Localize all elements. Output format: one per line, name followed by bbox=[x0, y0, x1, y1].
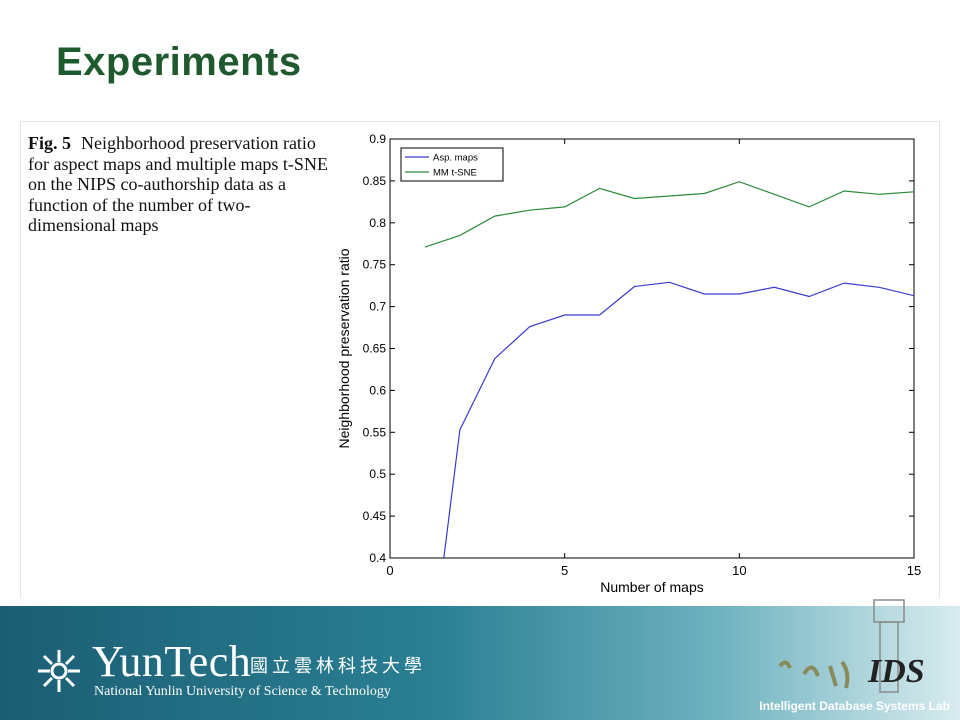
caption-text: Neighborhood preservation ratio for aspe… bbox=[28, 133, 328, 235]
legend-box bbox=[400, 147, 504, 182]
brand-chinese-name: 國立雲林科技大學 bbox=[250, 656, 426, 677]
legend-label: Asp. maps bbox=[433, 153, 478, 164]
y-tick-label: 0.85 bbox=[363, 174, 387, 188]
footer-banner bbox=[0, 606, 960, 720]
y-tick-label: 0.45 bbox=[363, 509, 387, 523]
x-axis-label: Number of maps bbox=[600, 579, 703, 595]
x-tick-label: 15 bbox=[907, 563, 921, 578]
brand-english-name: National Yunlin University of Science & … bbox=[94, 684, 391, 699]
legend-label: MM t-SNE bbox=[433, 168, 477, 179]
chart-series bbox=[424, 181, 914, 558]
x-tick-label: 10 bbox=[732, 563, 746, 578]
yuntech-logo-icon bbox=[38, 650, 80, 692]
plot-frame bbox=[389, 138, 915, 559]
series-line-mm-tsne bbox=[424, 181, 914, 248]
chart-legend: Asp. maps MM t-SNE bbox=[400, 147, 504, 182]
x-tick-label: 5 bbox=[561, 563, 568, 578]
series-line-asp-maps bbox=[443, 281, 914, 558]
figure-caption: Fig. 5 Neighborhood preservation ratio fo… bbox=[28, 133, 328, 236]
x-tick-label: 0 bbox=[386, 563, 393, 578]
ids-logo-text: IDS bbox=[867, 653, 925, 690]
y-tick-label: 0.65 bbox=[363, 342, 387, 356]
y-tick-label: 0.6 bbox=[369, 383, 386, 397]
y-tick-label: 0.5 bbox=[369, 467, 386, 481]
y-tick-label: 0.7 bbox=[369, 300, 386, 314]
y-tick-label: 0.9 bbox=[369, 132, 386, 146]
chart-axes: 0.4 0.45 0.5 0.55 0.6 0.65 0.7 0.75 0.8 0.85 0.9 0 5… bbox=[336, 132, 921, 595]
brand-name: YunTech bbox=[92, 637, 252, 686]
ids-lab-logo-icon: IDS bbox=[778, 599, 925, 693]
y-tick-label: 0.8 bbox=[369, 216, 386, 230]
y-tick-label: 0.75 bbox=[363, 258, 387, 272]
lab-name: Intelligent Database Systems Lab bbox=[759, 699, 950, 713]
figure-panel bbox=[20, 121, 940, 599]
slide-title: Experiments bbox=[56, 40, 302, 84]
y-tick-label: 0.4 bbox=[369, 551, 386, 565]
y-tick-label: 0.55 bbox=[363, 425, 387, 439]
caption-label: Fig. 5 bbox=[28, 133, 71, 153]
y-axis-label: Neighborhood preservation ratio bbox=[336, 248, 352, 448]
